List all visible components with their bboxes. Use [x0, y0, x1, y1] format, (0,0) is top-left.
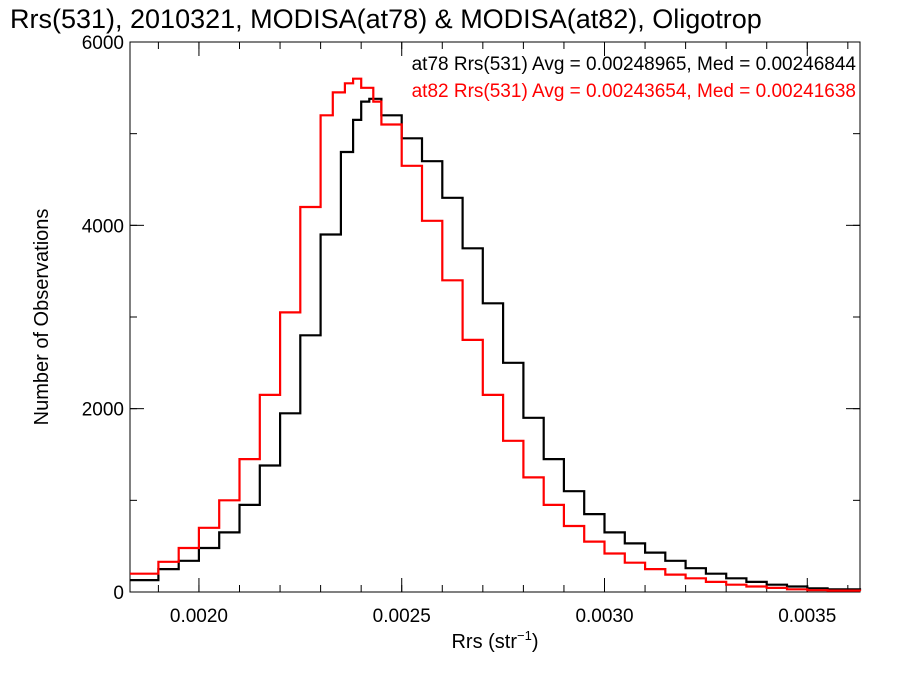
x-tick-label: 0.0025	[373, 606, 431, 627]
y-tick-label: 6000	[82, 33, 124, 54]
chart-title: Rrs(531), 2010321, MODISA(at78) & MODISA…	[10, 4, 762, 34]
series-lines	[130, 77, 862, 592]
y-axis-tick-labels: 0 2000 4000 6000	[82, 33, 124, 604]
series-at82-stats: at82 Rrs(531) Avg = 0.00243654, Med = 0.…	[412, 81, 856, 102]
y-tick-label: 2000	[82, 400, 124, 421]
series-line-at82	[130, 77, 862, 592]
series-line-at78	[130, 97, 862, 591]
x-axis-label-close: )	[532, 631, 539, 653]
y-axis-ticks	[130, 41, 860, 593]
y-tick-label: 4000	[82, 216, 124, 237]
y-axis-label: Number of Observations	[31, 209, 53, 426]
x-tick-label: 0.0035	[778, 606, 836, 627]
x-axis-label: Rrs (str−1)	[451, 628, 538, 653]
x-tick-label: 0.0030	[575, 606, 633, 627]
x-axis-tick-labels: 0.0020 0.0025 0.0030 0.0035	[170, 606, 836, 627]
x-axis-label-superscript: −1	[517, 628, 532, 643]
y-tick-label: 0	[113, 583, 124, 604]
series-at78-stats: at78 Rrs(531) Avg = 0.00248965, Med = 0.…	[412, 54, 857, 75]
x-tick-label: 0.0020	[170, 606, 228, 627]
x-axis-ticks	[157, 42, 849, 592]
x-axis-label-main: Rrs (str	[451, 631, 517, 653]
